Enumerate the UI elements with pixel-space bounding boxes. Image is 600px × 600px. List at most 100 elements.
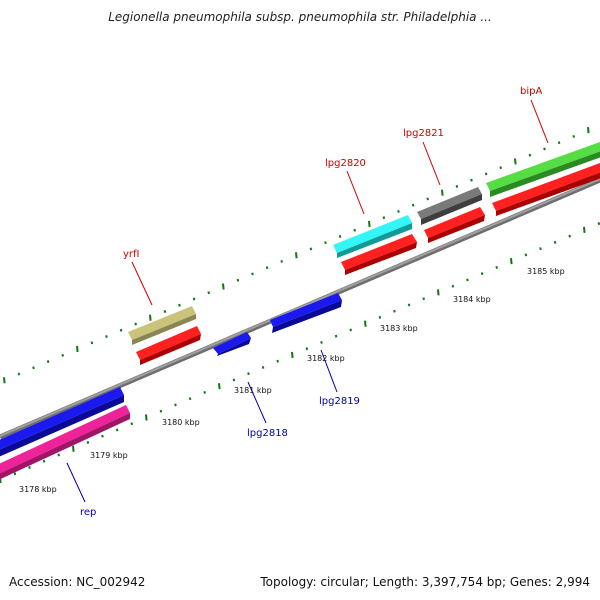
minor-tick	[265, 266, 269, 270]
genome-summary-text: Topology: circular; Length: 3,397,754 bp…	[260, 575, 590, 589]
gene-label-bipA: bipA	[520, 86, 542, 97]
gene-label-lpg2818: lpg2818	[247, 428, 288, 439]
minor-tick	[261, 366, 265, 369]
gene-lpg2820[interactable]	[333, 215, 417, 275]
minor-tick	[57, 453, 60, 457]
backbone-line	[0, 177, 600, 440]
minor-tick	[42, 459, 46, 463]
minor-tick	[382, 216, 386, 220]
ruler-label-3178: 3178 kbp	[19, 485, 57, 494]
minor-tick	[188, 397, 192, 401]
major-tick	[437, 289, 440, 296]
minor-tick	[280, 260, 283, 263]
minor-tick	[192, 297, 196, 301]
minor-tick	[163, 310, 167, 313]
ruler-label-3183: 3183 kbp	[380, 324, 418, 333]
major-tick	[368, 220, 371, 228]
minor-tick	[553, 240, 557, 244]
gene-rep[interactable]	[0, 405, 130, 482]
major-tick	[295, 252, 298, 259]
minor-tick	[32, 366, 35, 370]
minor-tick	[115, 428, 119, 432]
minor-tick	[466, 278, 469, 282]
minor-tick	[543, 147, 546, 151]
minor-tick	[572, 134, 575, 138]
minor-tick	[455, 184, 459, 188]
minor-tick	[426, 197, 429, 201]
minor-tick	[309, 247, 313, 251]
ruler-label-3180: 3180 kbp	[162, 418, 200, 427]
minor-tick	[597, 222, 600, 226]
minor-tick	[207, 291, 210, 295]
major-tick	[514, 158, 517, 165]
minor-tick	[90, 341, 94, 345]
minor-tick	[46, 360, 50, 363]
gene-bipA[interactable]	[486, 142, 600, 216]
gene-lpg2818[interactable]	[213, 332, 251, 356]
minor-tick	[276, 359, 279, 363]
map-title: Legionella pneumophila subsp. pneumophil…	[108, 10, 492, 24]
minor-tick	[28, 466, 31, 469]
gene-lpg2821[interactable]	[417, 187, 485, 243]
major-tick	[72, 445, 75, 452]
gene-lpg2819[interactable]	[270, 293, 342, 333]
minor-tick	[324, 241, 327, 245]
minor-tick	[334, 334, 338, 338]
major-tick	[587, 127, 590, 134]
major-tick	[149, 314, 152, 321]
minor-tick	[528, 153, 532, 157]
minor-tick	[236, 278, 240, 282]
minor-tick	[422, 297, 425, 301]
minor-tick	[480, 272, 484, 276]
major-tick	[364, 320, 367, 327]
minor-tick	[378, 315, 382, 319]
minor-tick	[568, 234, 571, 238]
minor-tick	[203, 391, 206, 394]
minor-tick	[86, 441, 90, 444]
upper-tick-row	[3, 127, 590, 384]
major-tick	[222, 283, 225, 290]
ruler-label-3182: 3182 kbp	[307, 354, 345, 363]
minor-tick	[320, 340, 323, 344]
minor-tick	[397, 210, 400, 213]
minor-tick	[232, 378, 236, 382]
minor-tick	[539, 247, 542, 251]
gene-label-rep: rep	[80, 507, 96, 518]
minor-tick	[174, 403, 177, 407]
minor-tick	[557, 141, 561, 145]
minor-tick	[247, 372, 250, 376]
accession-text: Accession: NC_002942	[9, 575, 146, 589]
gene-label-yrfI: yrfI	[123, 249, 140, 260]
ruler-label-3184: 3184 kbp	[453, 295, 491, 304]
minor-tick	[17, 372, 21, 376]
minor-tick	[484, 172, 488, 176]
minor-tick	[251, 272, 254, 276]
major-tick	[441, 189, 444, 196]
minor-tick	[407, 303, 411, 307]
minor-tick	[159, 409, 163, 413]
minor-tick	[101, 434, 104, 438]
minor-tick	[338, 235, 342, 238]
major-tick	[510, 258, 513, 265]
major-tick	[291, 351, 294, 359]
ruler-label-3185: 3185 kbp	[527, 267, 565, 276]
gene-label-lpg2821: lpg2821	[403, 128, 444, 139]
gene-yrfI[interactable]	[128, 306, 201, 365]
minor-tick	[134, 322, 137, 326]
leader-lines	[66, 99, 549, 503]
major-tick	[145, 414, 148, 421]
gene-unnamed-blue[interactable]	[0, 387, 124, 459]
major-tick	[76, 345, 79, 353]
minor-tick	[13, 472, 17, 476]
gene-label-lpg2820: lpg2820	[325, 158, 366, 169]
minor-tick	[451, 284, 455, 288]
minor-tick	[353, 228, 356, 232]
minor-tick	[119, 328, 123, 332]
gene-label-lpg2819: lpg2819	[319, 396, 360, 407]
minor-tick	[495, 265, 498, 269]
major-tick	[3, 377, 6, 384]
minor-tick	[305, 347, 309, 351]
minor-tick	[411, 203, 415, 207]
minor-tick	[470, 178, 473, 182]
